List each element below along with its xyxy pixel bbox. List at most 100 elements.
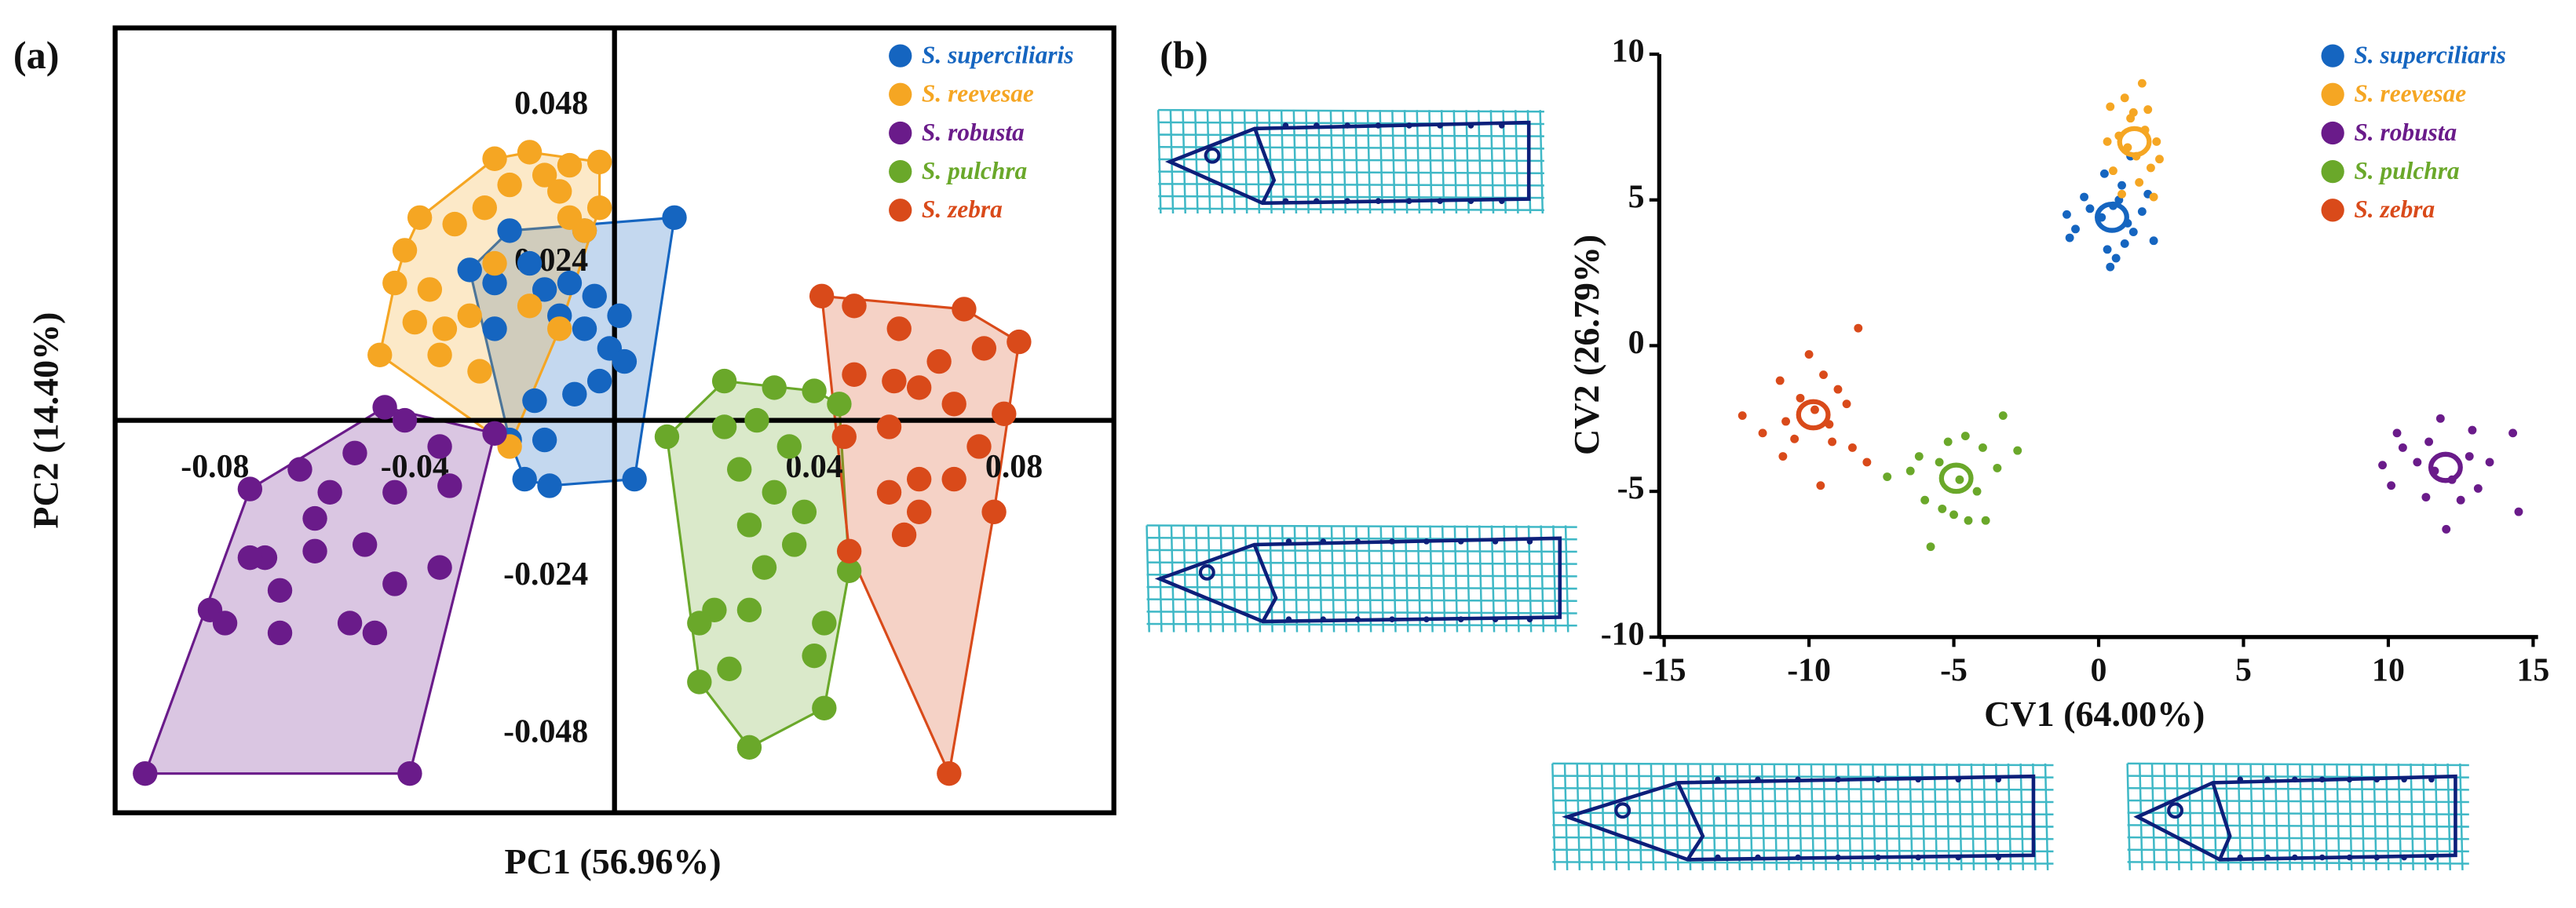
data-point xyxy=(2099,169,2109,178)
grid-stroke xyxy=(2127,861,2469,865)
grid-stroke xyxy=(1158,158,1544,162)
deformation-grid xyxy=(1156,108,1544,214)
data-point xyxy=(791,499,817,524)
fish-eye xyxy=(1614,802,1631,819)
data-point xyxy=(472,195,498,221)
landmark xyxy=(1915,776,1921,783)
grid-stroke xyxy=(2127,836,2469,841)
grid-stroke xyxy=(1896,763,1902,870)
data-point xyxy=(537,473,562,498)
data-point xyxy=(512,466,537,492)
fish-outline xyxy=(1562,774,2036,862)
fish-eye xyxy=(1198,563,1215,581)
grid-stroke xyxy=(1675,763,1679,870)
landmark xyxy=(1375,198,1382,204)
grid-stroke xyxy=(1146,574,1577,578)
grid-stroke xyxy=(1156,110,1162,214)
grid-stroke xyxy=(1576,763,1581,870)
deformation-grid xyxy=(1145,524,1577,633)
grid-stroke xyxy=(1552,799,2054,804)
x-tick-label: -15 xyxy=(1642,652,1686,688)
panel-label: (a) xyxy=(13,33,60,77)
landmark xyxy=(1282,122,1289,129)
group-ellipse xyxy=(2095,201,2129,233)
data-point xyxy=(906,375,932,400)
data-point xyxy=(362,620,388,646)
grid-stroke xyxy=(2224,763,2230,870)
landmark xyxy=(2346,776,2353,783)
data-point xyxy=(906,499,932,524)
landmark xyxy=(1354,616,1361,622)
data-point xyxy=(2013,446,2022,455)
data-point xyxy=(2155,155,2164,164)
data-point xyxy=(966,434,992,459)
data-point xyxy=(842,294,867,319)
landmark xyxy=(2373,854,2381,861)
data-point xyxy=(2135,178,2144,187)
landmark xyxy=(1314,198,1320,204)
grid-stroke xyxy=(1305,110,1310,214)
grid-stroke xyxy=(1146,622,1577,627)
data-point xyxy=(586,149,612,175)
landmark xyxy=(2237,854,2244,861)
grid-stroke xyxy=(1403,110,1409,214)
grid-stroke xyxy=(1552,525,1557,633)
data-point xyxy=(1833,385,1843,394)
data-point xyxy=(397,760,422,786)
data-point xyxy=(302,538,327,563)
grid-stroke xyxy=(1552,824,2054,828)
fish-eye xyxy=(1204,147,1221,164)
data-point xyxy=(882,368,907,394)
data-point xyxy=(2120,239,2129,248)
landmark xyxy=(1389,538,1395,545)
data-point xyxy=(287,457,312,482)
grid-stroke xyxy=(1146,585,1577,590)
data-point xyxy=(482,146,507,171)
data-point xyxy=(1993,463,2002,472)
grid-stroke xyxy=(1268,110,1273,214)
grid-stroke xyxy=(2397,763,2402,870)
grid-stroke xyxy=(1540,525,1545,633)
landmark xyxy=(1437,122,1443,129)
group-ellipse xyxy=(1796,399,1831,431)
data-point xyxy=(937,760,962,786)
data-point xyxy=(482,421,507,446)
grid-stroke xyxy=(2150,763,2156,870)
grid-stroke xyxy=(1933,763,1938,870)
landmark xyxy=(1995,854,2002,861)
data-point xyxy=(1943,437,1953,447)
data-point xyxy=(2152,137,2161,146)
data-point xyxy=(457,303,482,328)
grid-stroke xyxy=(1859,763,1865,870)
grid-stroke xyxy=(1232,525,1237,633)
data-point xyxy=(622,466,647,492)
data-point xyxy=(2103,245,2112,254)
data-point xyxy=(2392,428,2402,438)
data-point xyxy=(926,348,952,374)
data-point xyxy=(586,368,612,394)
data-point xyxy=(557,152,583,178)
data-point xyxy=(2442,524,2451,534)
grid-stroke xyxy=(1588,763,1593,870)
data-point xyxy=(2062,210,2071,219)
data-point xyxy=(654,424,680,450)
data-point xyxy=(812,611,837,636)
group-ellipse xyxy=(2428,451,2463,483)
y-tick-label: 0 xyxy=(1628,325,1645,361)
grid-stroke xyxy=(1453,525,1459,633)
data-point xyxy=(482,316,507,341)
data-point xyxy=(517,140,543,165)
data-point xyxy=(1998,411,2008,420)
landmark xyxy=(1835,854,1841,861)
data-point xyxy=(836,558,862,583)
grid-stroke xyxy=(2127,811,2469,815)
data-point xyxy=(547,179,572,204)
data-point xyxy=(2398,443,2407,452)
grid-stroke xyxy=(1982,763,1987,870)
data-point xyxy=(1811,405,1819,414)
legend-label: S. reevesae xyxy=(922,80,1034,108)
data-point xyxy=(1979,443,1987,452)
data-point xyxy=(762,375,787,400)
data-point xyxy=(836,538,862,563)
data-point xyxy=(827,392,852,417)
